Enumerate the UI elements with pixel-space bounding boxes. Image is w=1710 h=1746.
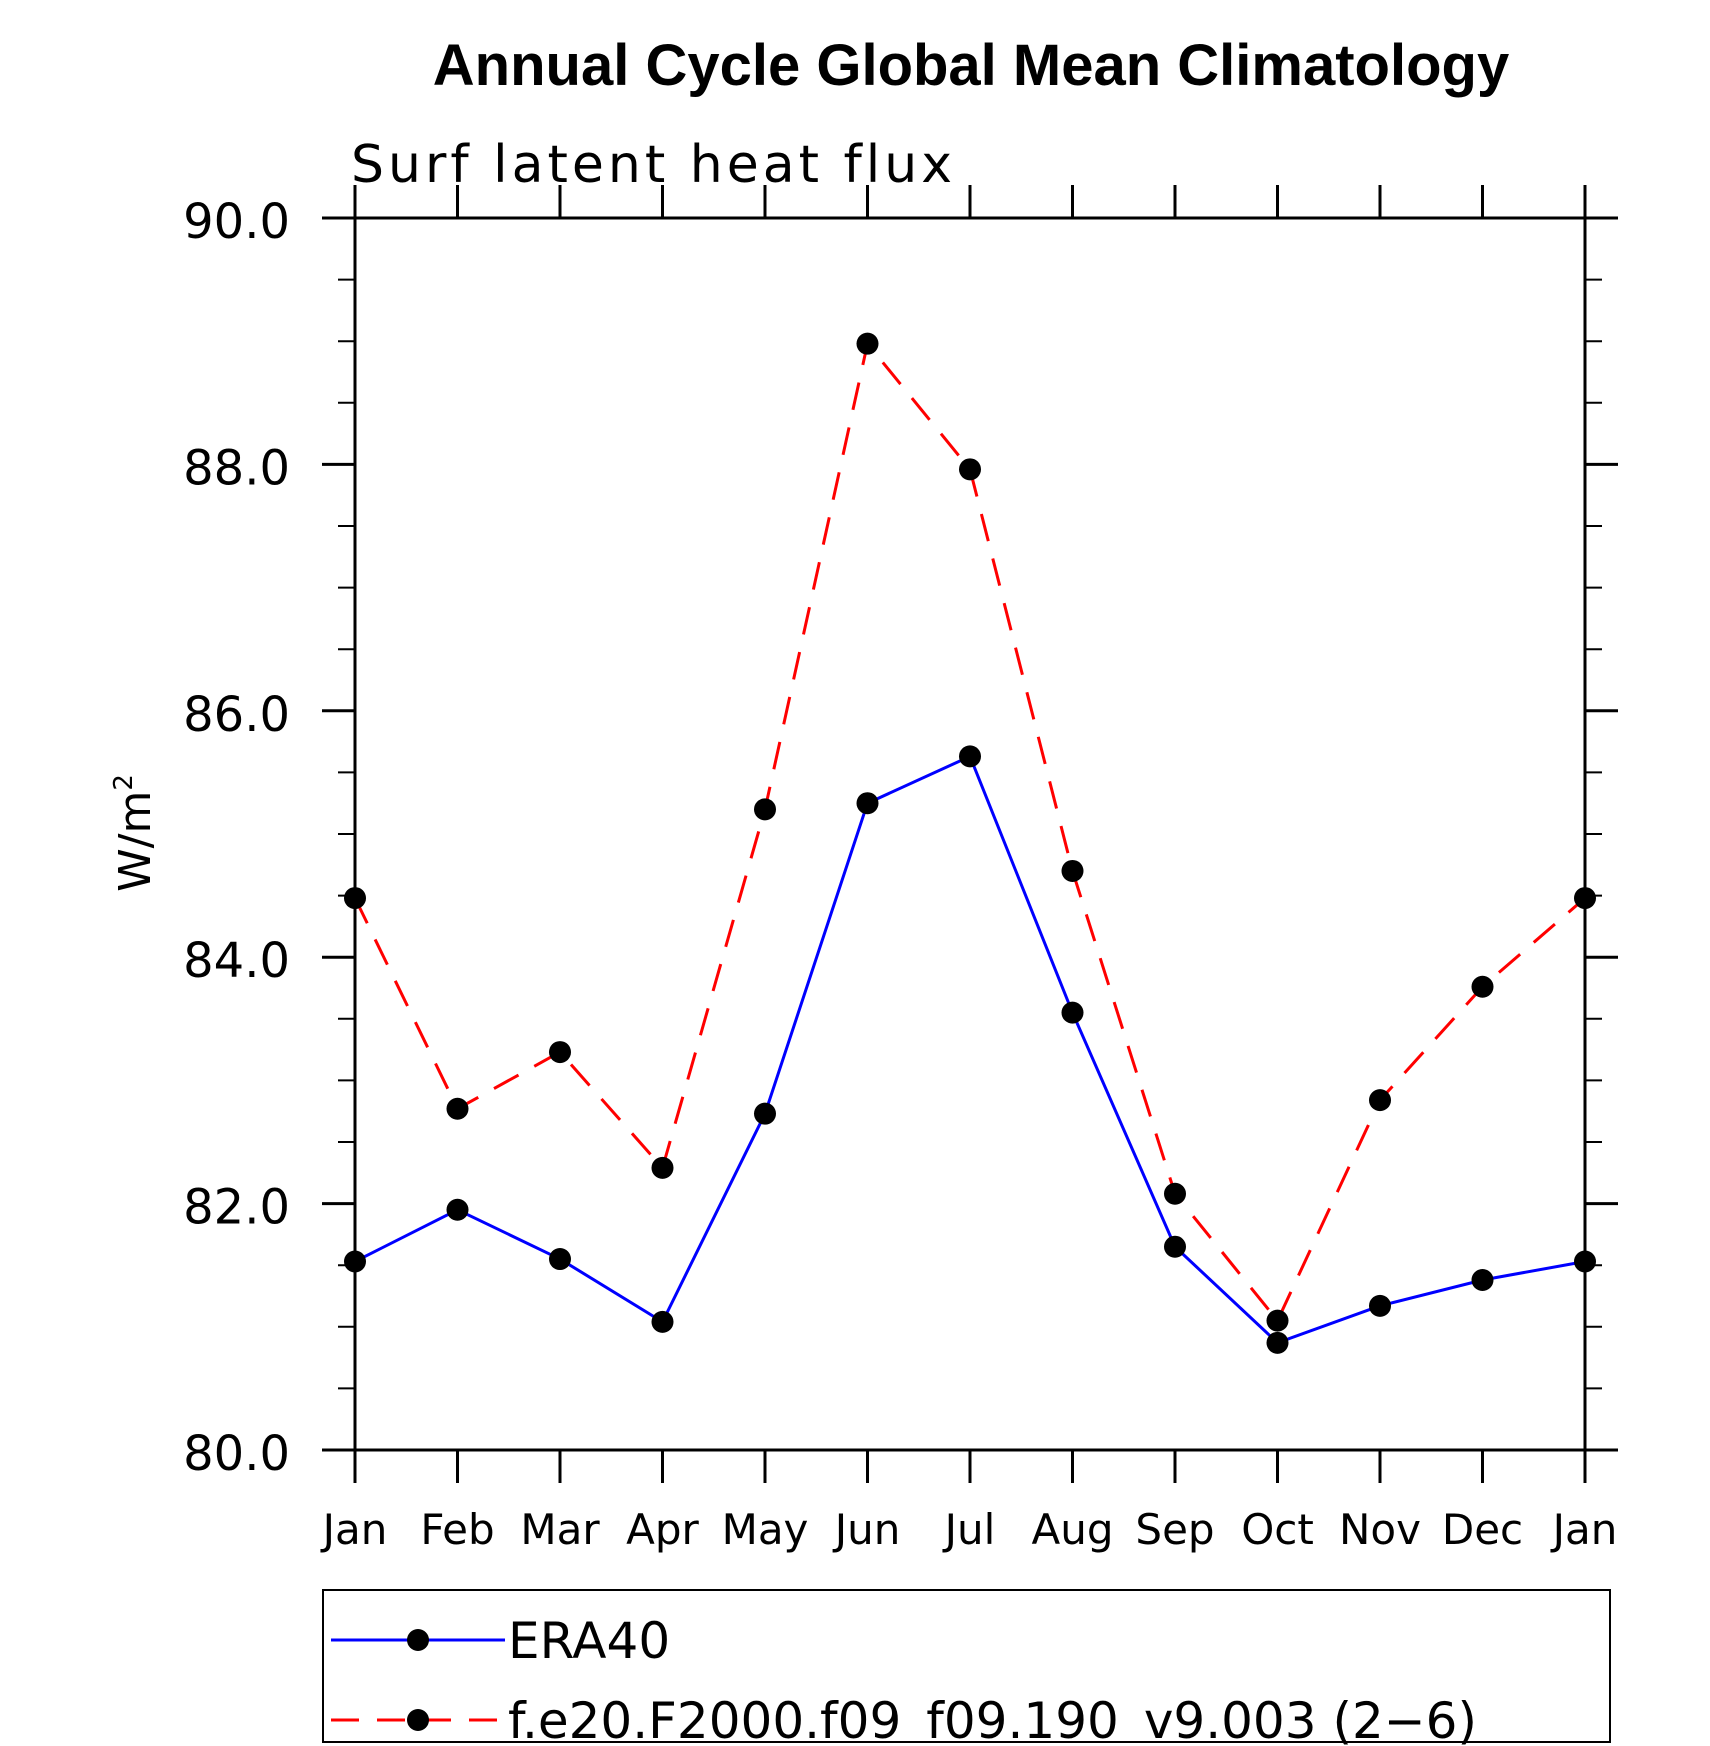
series-1-point bbox=[1266, 1331, 1289, 1354]
series-2-point bbox=[446, 1097, 469, 1120]
x-tick-label: Jul bbox=[942, 1505, 996, 1554]
series-1-point bbox=[1061, 1001, 1084, 1024]
y-tick-label: 82.0 bbox=[183, 1180, 290, 1236]
series-2-point bbox=[1061, 859, 1084, 882]
series-2-point bbox=[344, 887, 366, 910]
x-tick-label: Oct bbox=[1241, 1505, 1314, 1554]
series-2-point bbox=[754, 798, 776, 821]
series-2-point bbox=[959, 458, 981, 481]
y-tick-label: 88.0 bbox=[183, 440, 290, 496]
y-tick-label: 90.0 bbox=[183, 194, 290, 250]
series-1-point bbox=[754, 1102, 776, 1125]
legend-label-1: ERA40 bbox=[508, 1612, 670, 1670]
series-2-point bbox=[1574, 887, 1596, 910]
x-tick-label: Aug bbox=[1031, 1505, 1113, 1554]
series-1-point bbox=[651, 1310, 674, 1333]
legend: ERA40 f.e20.F2000.f09_f09.190_v9.003 (2−6… bbox=[322, 1589, 1611, 1746]
series-1-point bbox=[1369, 1294, 1391, 1317]
y-axis-label: W/m2 bbox=[109, 774, 161, 892]
y-axis-label-text: W/m bbox=[110, 791, 161, 892]
chart-subtitle: Surf latent heat flux bbox=[351, 135, 956, 195]
series-1-point bbox=[446, 1198, 469, 1221]
x-tick-label: Nov bbox=[1339, 1505, 1421, 1554]
series-1-point bbox=[344, 1250, 366, 1273]
series-2-point bbox=[1266, 1309, 1289, 1332]
x-tick-label: Jun bbox=[832, 1505, 901, 1554]
series-2-point bbox=[651, 1156, 674, 1179]
series-2-point bbox=[1164, 1182, 1186, 1205]
x-tick-label: Jan bbox=[320, 1505, 388, 1554]
legend-label-2: f.e20.F2000.f09_f09.190_v9.003 (2−6) bbox=[508, 1692, 1477, 1746]
series-1-point bbox=[549, 1248, 571, 1271]
series-1-point bbox=[1574, 1250, 1596, 1273]
series-2-point bbox=[1369, 1089, 1391, 1112]
y-tick-label: 86.0 bbox=[183, 687, 290, 743]
series-line-2 bbox=[353, 340, 1586, 1324]
x-tick-label: Mar bbox=[520, 1505, 600, 1554]
x-tick-label: Sep bbox=[1135, 1505, 1214, 1554]
y-tick-label: 84.0 bbox=[183, 933, 290, 989]
series-1-point bbox=[1471, 1268, 1494, 1291]
legend-marker-2 bbox=[407, 1709, 429, 1731]
y-axis-label-superscript: 2 bbox=[109, 774, 139, 791]
series-2-point bbox=[1471, 975, 1494, 998]
series-2-point bbox=[549, 1041, 571, 1064]
series-2-point bbox=[856, 332, 879, 355]
x-tick-label: Jan bbox=[1550, 1505, 1618, 1554]
plot-axes: Jan Feb Mar Apr May Jun Jul Aug Sep Oct Nov Dec Jan 8… bbox=[183, 185, 1618, 1554]
x-tick-label: Apr bbox=[626, 1505, 699, 1554]
series-1-point bbox=[959, 745, 981, 768]
chart-title: Annual Cycle Global Mean Climatology bbox=[433, 33, 1509, 98]
y-tick-label: 80.0 bbox=[183, 1426, 290, 1482]
x-tick-label: Feb bbox=[420, 1505, 494, 1554]
series-1-point bbox=[856, 792, 879, 815]
series-line-1 bbox=[354, 754, 1586, 1345]
legend-marker-1 bbox=[407, 1629, 429, 1651]
plot-frame bbox=[353, 216, 1587, 1452]
x-tick-label: May bbox=[722, 1505, 809, 1554]
series-layer bbox=[344, 332, 1596, 1354]
legend-box bbox=[322, 1589, 1611, 1743]
series-1-point bbox=[1164, 1235, 1186, 1258]
x-tick-label: Dec bbox=[1442, 1505, 1523, 1554]
svg-text:W/m2: W/m2 bbox=[109, 774, 161, 892]
